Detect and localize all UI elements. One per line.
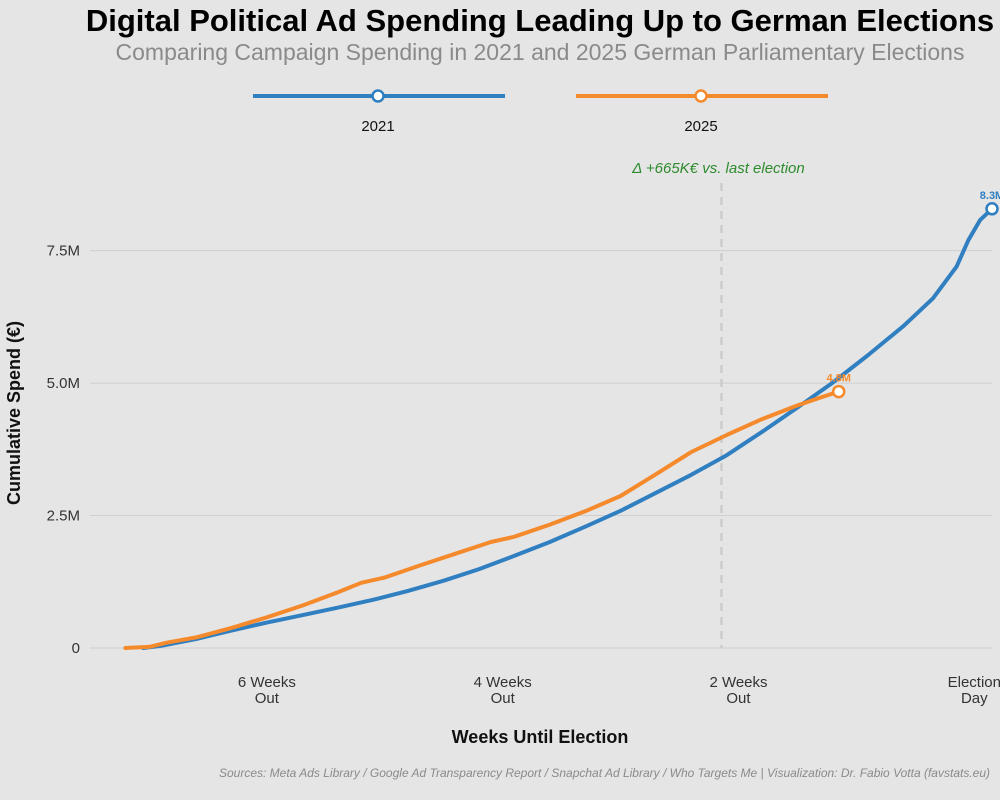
legend-label-2021: 2021 [361,118,394,135]
y-axis-ticks: 0 2.5M 5.0M 7.5M [47,243,80,657]
x-axis-title: Weeks Until Election [452,727,629,747]
end-label-2021: 8.3M [980,190,1000,202]
x-tick-label: Election Day [948,674,1000,707]
y-tick-label: 0 [72,640,80,657]
legend-marker-2021 [371,89,385,103]
y-tick-label: 5.0M [47,375,80,392]
series-line-2021 [141,206,994,650]
source-caption: Sources: Meta Ads Library / Google Ad Tr… [219,766,990,780]
x-tick-line2: Out [491,690,516,707]
annotation-text: Δ +665K€ vs. last election [631,160,805,177]
legend: 2021 2025 [253,89,828,135]
series-line-2025 [123,389,841,650]
end-label-2025: 4.8M [826,373,850,385]
x-tick-label: 6 Weeks Out [238,674,296,707]
end-marker-2025 [831,384,846,399]
x-tick-line1: 6 Weeks [238,674,296,691]
x-tick-label: 4 Weeks Out [474,674,532,707]
legend-label-2025: 2025 [684,118,717,135]
x-tick-line1: Election [948,674,1000,691]
x-tick-line2: Out [726,690,751,707]
x-tick-line1: 4 Weeks [474,674,532,691]
end-marker-2021 [985,202,999,216]
x-tick-line2: Day [961,690,988,707]
y-axis-title: Cumulative Spend (€) [4,321,24,505]
y-tick-label: 7.5M [47,243,80,260]
gridlines [90,250,992,649]
x-tick-label: 2 Weeks Out [709,674,767,707]
y-tick-label: 2.5M [47,508,80,525]
chart-subtitle: Comparing Campaign Spending in 2021 and … [116,39,965,65]
chart-title: Digital Political Ad Spending Leading Up… [86,3,994,38]
x-tick-line1: 2 Weeks [709,674,767,691]
x-tick-line2: Out [255,690,280,707]
legend-marker-2025 [694,89,708,103]
series-group: 8.3M 4.8M [123,190,1000,650]
